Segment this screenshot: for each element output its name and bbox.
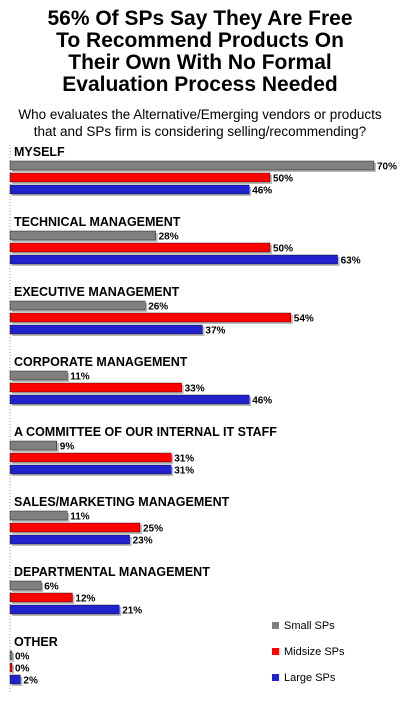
data-label: 46%: [252, 396, 272, 407]
bar: [9, 184, 250, 195]
bar: [9, 604, 120, 615]
chart-subtitle: Who evaluates the Alternative/Emerging v…: [0, 106, 400, 140]
legend-entry: Small SPs: [284, 620, 335, 632]
bar: [9, 592, 73, 603]
data-label: 37%: [205, 326, 225, 337]
data-label: 25%: [143, 524, 163, 535]
bar: [9, 580, 42, 591]
data-label: 0%: [15, 652, 30, 663]
data-label: 33%: [185, 384, 205, 395]
category-label: TECHNICAL MANAGEMENT: [14, 215, 181, 229]
data-label: 21%: [122, 606, 142, 617]
category-label: CORPORATE MANAGEMENT: [14, 355, 188, 369]
category-label: MYSELF: [14, 145, 65, 159]
bar: [9, 674, 21, 685]
data-label: 28%: [159, 232, 179, 243]
bar: [9, 300, 146, 311]
data-label: 50%: [273, 174, 293, 185]
data-label: 31%: [174, 466, 194, 477]
data-label: 12%: [75, 594, 95, 605]
bar: [9, 650, 13, 661]
bar: [9, 464, 172, 475]
category-label: DEPARTMENTAL MANAGEMENT: [14, 565, 210, 579]
data-label: 11%: [70, 372, 90, 383]
data-label: 6%: [44, 582, 59, 593]
bar: [9, 534, 130, 545]
category-label: EXECUTIVE MANAGEMENT: [14, 285, 180, 299]
category-label: OTHER: [14, 635, 58, 649]
data-label: 31%: [174, 454, 194, 465]
legend-swatch: [272, 674, 279, 681]
bar: [9, 394, 250, 405]
legend-entry: Large SPs: [284, 672, 336, 684]
category-label: A COMMITTEE OF OUR INTERNAL IT STAFF: [14, 425, 277, 439]
bar: [9, 440, 57, 451]
data-label: 11%: [70, 512, 90, 523]
data-label: 54%: [294, 314, 314, 325]
data-label: 63%: [341, 256, 361, 267]
subtitle-line-1: Who evaluates the Alternative/Emerging v…: [18, 107, 382, 122]
bar: [9, 172, 271, 183]
chart-title: 56% Of SPs Say They Are Free To Recommen…: [0, 8, 400, 96]
subtitle-line-2: that and SPs firm is considering selling…: [33, 124, 367, 139]
data-label: 23%: [133, 536, 153, 547]
bar: [9, 242, 271, 253]
bar: [9, 254, 338, 265]
bar: [9, 510, 68, 521]
bar: [9, 370, 68, 381]
bar: [9, 230, 156, 241]
title-line-2: To Recommend Products On: [56, 29, 344, 52]
bar: [9, 324, 203, 335]
data-label: 50%: [273, 244, 293, 255]
data-label: 2%: [23, 676, 38, 687]
bar: [9, 160, 375, 171]
data-label: 70%: [377, 162, 397, 173]
title-line-1: 56% Of SPs Say They Are Free: [47, 7, 353, 30]
bar: [9, 522, 141, 533]
bar: [9, 312, 291, 323]
legend-entry: Midsize SPs: [284, 646, 345, 658]
bar: [9, 382, 182, 393]
title-line-3: Their Own With No Formal: [68, 51, 332, 74]
bar: [9, 662, 13, 673]
title-line-4: Evaluation Process Needed: [62, 73, 338, 96]
legend-swatch: [272, 648, 279, 655]
bar: [9, 452, 172, 463]
data-label: 0%: [15, 664, 30, 675]
data-label: 46%: [252, 186, 272, 197]
data-label: 26%: [148, 302, 168, 313]
data-label: 9%: [60, 442, 75, 453]
legend-swatch: [272, 622, 279, 629]
bar-shadow: [12, 653, 14, 662]
category-label: SALES/MARKETING MANAGEMENT: [14, 495, 230, 509]
bar-shadow: [12, 665, 14, 674]
